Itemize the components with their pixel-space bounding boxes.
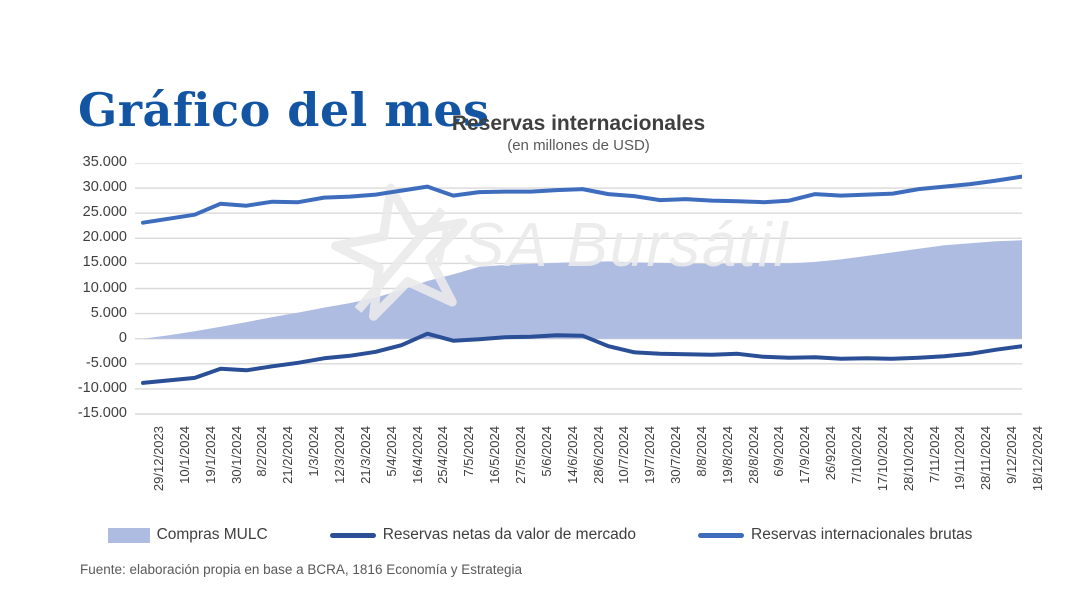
x-tick-label: 12/3/2024 — [331, 426, 347, 484]
legend-label: Reservas netas da valor de mercado — [382, 526, 636, 543]
x-tick-label: 28/6/2024 — [590, 426, 606, 484]
tsa-logo-slash-icon — [354, 207, 447, 313]
chart-legend: Compras MULC Reservas netas da valor de … — [0, 526, 1080, 544]
x-tick-label: 16/5/2024 — [487, 426, 503, 484]
netas-line-swatch-icon — [329, 532, 376, 538]
legend-label: Compras MULC — [156, 526, 268, 543]
x-tick-label: 7/5/2024 — [461, 426, 477, 477]
y-tick-label: 5.000 — [90, 304, 127, 321]
x-tick-label: 17/10/2024 — [874, 426, 890, 492]
chart-title: Reservas internacionales — [451, 112, 706, 135]
x-tick-label: 10/1/2024 — [176, 426, 192, 484]
x-tick-label: 19/11/2024 — [952, 426, 968, 491]
y-tick-label: 10.000 — [82, 279, 127, 296]
x-tick-label: 19/7/2024 — [642, 426, 658, 484]
x-tick-label: 1/3/2024 — [306, 426, 322, 477]
y-tick-label: 15.000 — [82, 254, 127, 271]
x-tick-label: 5/4/2024 — [383, 426, 399, 477]
x-tick-label: 19/1/2024 — [202, 426, 218, 484]
y-tick-label: -5.000 — [85, 354, 127, 371]
x-tick-label: 19/8/2024 — [719, 426, 735, 484]
x-tick-label: 8/8/2024 — [693, 426, 709, 477]
legend-item-compras-mulc: Compras MULC — [107, 526, 268, 544]
area-swatch-icon — [107, 527, 150, 543]
x-tick-label: 10/7/2024 — [616, 426, 632, 484]
page-title: Gráfico del mes — [78, 82, 490, 137]
x-tick-label: 28/11/2024 — [978, 426, 994, 491]
x-tick-label: 16/4/2024 — [409, 426, 425, 484]
x-tick-label: 9/12/2024 — [1004, 426, 1020, 484]
reserves-chart-plot: TSA Bursátil — [135, 163, 1022, 415]
chart-subtitle: (en millones de USD) — [507, 137, 650, 154]
reservas-netas-line — [141, 331, 1022, 385]
x-tick-label: 30/7/2024 — [668, 426, 684, 484]
x-tick-label: 17/9/2024 — [797, 426, 813, 484]
y-tick-label: 20.000 — [82, 229, 127, 246]
y-tick-label: 25.000 — [82, 204, 127, 221]
x-tick-label: 25/4/2024 — [435, 426, 451, 484]
watermark: TSA Bursátil — [331, 183, 789, 321]
watermark-text: TSA Bursátil — [423, 211, 789, 280]
x-tick-label: 28/10/2024 — [900, 426, 916, 492]
reservas-brutas-line — [141, 174, 1022, 225]
x-tick-label: 29/12/2023 — [151, 426, 166, 492]
y-tick-label: 0 — [118, 329, 127, 346]
y-tick-label: -15.000 — [77, 405, 127, 421]
x-tick-label: 14/6/2024 — [564, 426, 580, 484]
brutas-line-swatch-icon — [698, 532, 744, 538]
y-tick-label: 35.000 — [82, 154, 127, 170]
x-tick-label: 7/11/2024 — [926, 426, 942, 483]
x-tick-label: 30/1/2024 — [228, 426, 244, 484]
x-tick-label: 21/3/2024 — [357, 426, 373, 484]
x-tick-label: 8/2/2024 — [254, 426, 270, 477]
legend-label: Reservas internacionales brutas — [751, 526, 973, 543]
x-tick-label: 6/9/2024 — [771, 426, 787, 477]
source-note: Fuente: elaboración propia en base a BCR… — [80, 562, 523, 577]
tsa-star-logo-icon — [331, 183, 468, 321]
compras-mulc-area — [143, 240, 1022, 339]
x-tick-label: 18/12/2024 — [1030, 426, 1045, 492]
x-tick-label: 28/8/2024 — [745, 426, 761, 484]
legend-item-reservas-netas: Reservas netas da valor de mercado — [329, 526, 636, 544]
legend-item-reservas-brutas: Reservas internacionales brutas — [698, 526, 972, 544]
x-tick-label: 26/92024 — [823, 426, 839, 481]
x-tick-label: 5/6/2024 — [538, 426, 554, 477]
x-tick-label: 27/5/2024 — [512, 426, 528, 484]
y-tick-label: -10.000 — [77, 379, 127, 396]
x-tick-label: 21/2/2024 — [280, 426, 296, 484]
y-tick-label: 30.000 — [82, 179, 127, 196]
x-tick-label: 7/10/2024 — [849, 426, 865, 484]
